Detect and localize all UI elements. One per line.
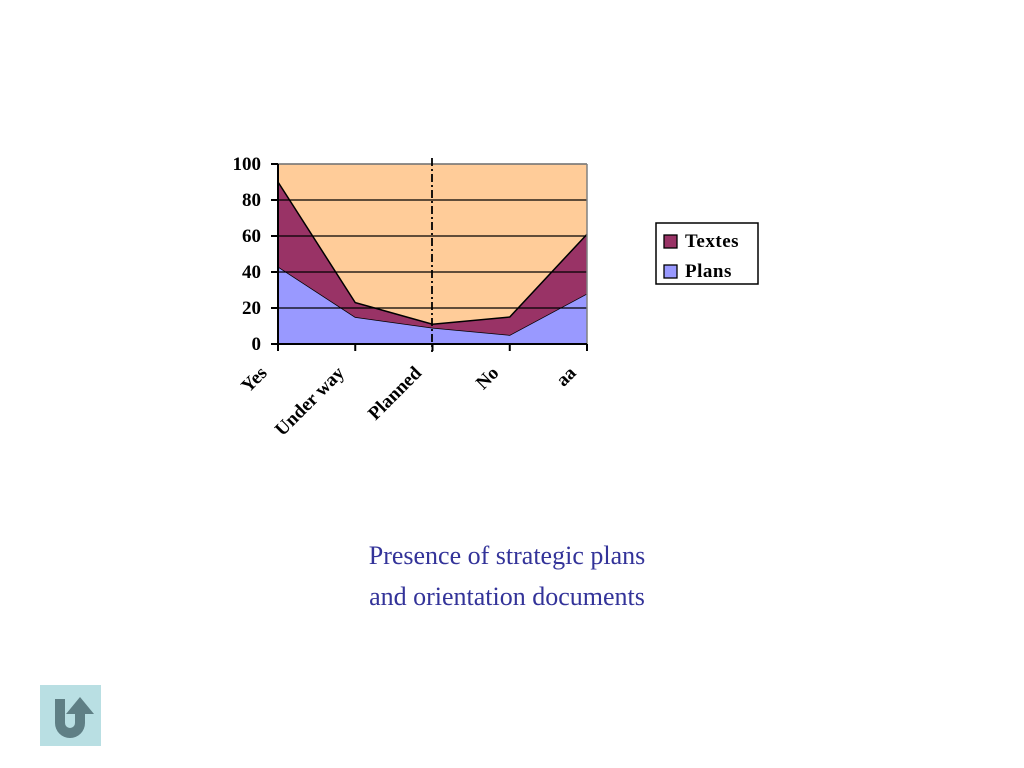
legend-label-textes: Textes [685, 231, 739, 252]
x-tick-label: Planned [364, 362, 426, 424]
y-tick-label: 100 [233, 154, 262, 175]
legend-label-plans: Plans [685, 261, 732, 282]
y-tick-label: 80 [242, 190, 261, 211]
legend-swatch-textes [663, 234, 678, 249]
x-tick-label: Yes [237, 363, 271, 397]
u-turn-arrow-icon [55, 697, 94, 738]
return-button[interactable] [40, 685, 101, 746]
y-tick-label: 20 [242, 298, 261, 319]
chart-caption: Presence of strategic plans and orientat… [262, 535, 752, 617]
x-tick-label: No [472, 363, 503, 394]
caption-line-2: and orientation documents [369, 582, 645, 611]
legend-swatch-plans [663, 264, 678, 279]
area-plans [278, 266, 587, 344]
y-tick-label: 0 [252, 334, 262, 355]
x-tick-label: aa [552, 362, 581, 391]
y-tick-label: 40 [242, 262, 261, 283]
y-tick-label: 60 [242, 226, 261, 247]
x-tick-label: Under way [271, 362, 349, 440]
caption-line-1: Presence of strategic plans [368, 541, 646, 570]
